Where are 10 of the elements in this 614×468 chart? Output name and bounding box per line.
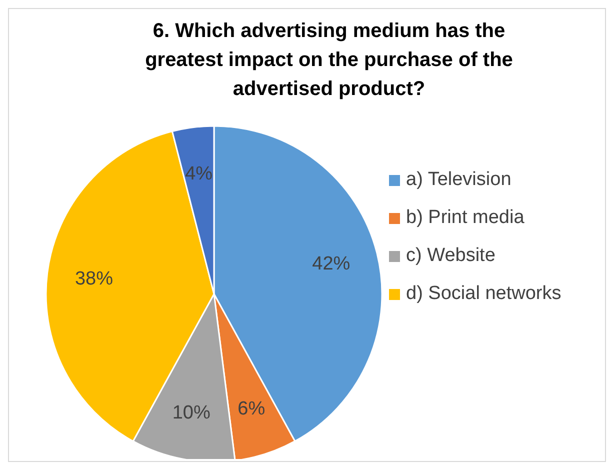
legend-label: d) Social networks: [406, 283, 562, 305]
data-label: 38%: [74, 268, 114, 290]
data-label: 4%: [185, 163, 213, 184]
legend-label: b) Print media: [406, 207, 524, 229]
legend-label: a) Television: [406, 169, 512, 191]
data-label: 42%: [312, 253, 350, 274]
legend-label: c) Website: [406, 245, 496, 267]
chart-title: 6. Which advertising medium has the greatest impact on the purchase of the advertised product?: [144, 19, 514, 102]
data-label: 10%: [172, 402, 210, 424]
data-label: 6%: [238, 398, 266, 420]
